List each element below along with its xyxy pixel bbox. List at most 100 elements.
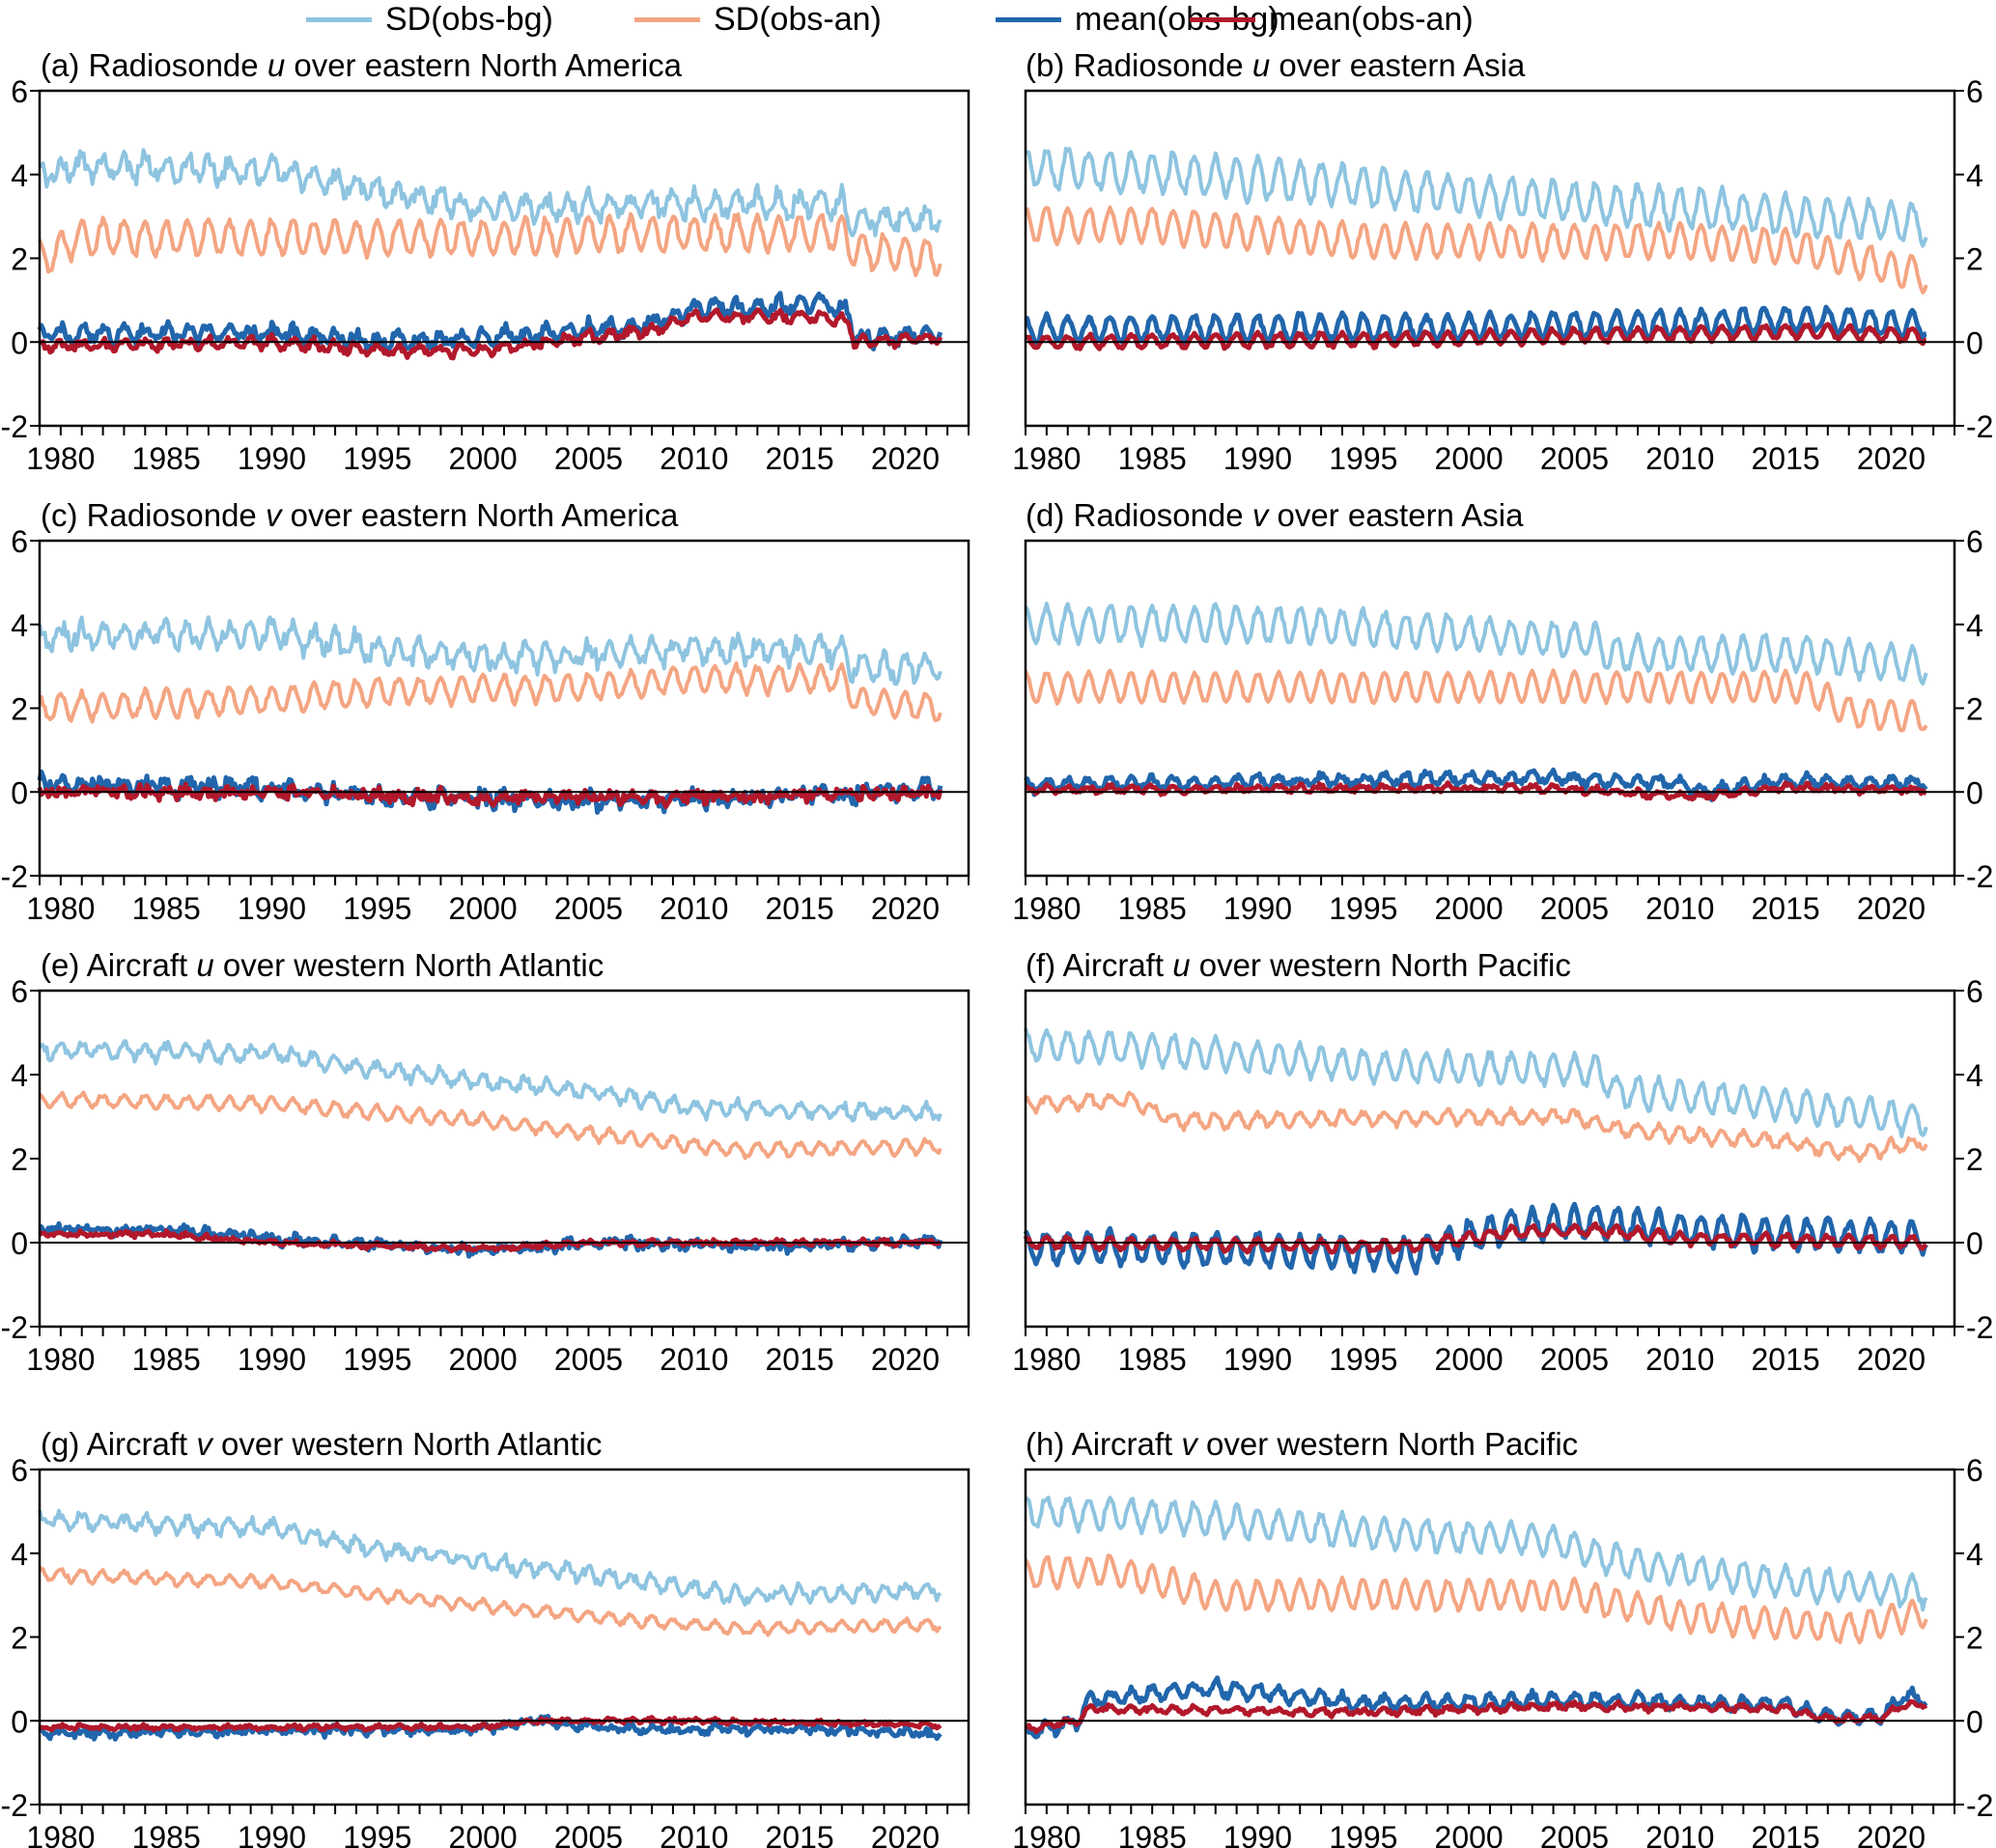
y-tick-label: 6 xyxy=(1966,1453,1983,1488)
x-tick-label: 2020 xyxy=(1857,1342,1926,1377)
y-tick-label: 4 xyxy=(1966,608,1983,643)
x-tick-label: 1980 xyxy=(26,1820,95,1848)
x-tick-label: 1990 xyxy=(238,1820,306,1848)
panel-title-f: (f) Aircraft u over western North Pacifi… xyxy=(1026,947,1571,983)
legend-swatch-sd-obs-an xyxy=(634,16,700,22)
x-tick-label: 2010 xyxy=(1645,891,1714,926)
series-sd-bg-d xyxy=(1024,602,1928,686)
x-tick-label: 2000 xyxy=(449,1342,518,1377)
x-tick-label: 2020 xyxy=(871,891,940,926)
plot-frame-f xyxy=(1024,989,1956,1329)
x-tick-label: 2005 xyxy=(1540,1820,1609,1848)
series-sd-bg-e xyxy=(38,1039,942,1123)
series-sd-an-h xyxy=(1024,1554,1928,1645)
x-tick-label: 1995 xyxy=(343,891,411,926)
x-tick-label: 2015 xyxy=(1751,891,1819,926)
y-tick-label: 4 xyxy=(11,1058,28,1093)
legend-label-mean-obs-an: mean(obs-an) xyxy=(1269,1,1474,38)
x-tick-label: 2000 xyxy=(1435,441,1504,476)
y-tick-label: 2 xyxy=(11,1142,28,1177)
legend-label-sd-obs-bg: SD(obs-bg) xyxy=(385,1,553,38)
series-sd-an-c xyxy=(39,660,942,724)
x-tick-label: 2020 xyxy=(871,441,940,476)
x-tick-label: 2005 xyxy=(554,441,623,476)
x-tick-label: 1980 xyxy=(1012,1820,1081,1848)
panel-title-d: (d) Radiosonde v over eastern Asia xyxy=(1026,497,1524,533)
x-tick-label: 2005 xyxy=(554,1342,623,1377)
x-tick-label: 2000 xyxy=(449,441,518,476)
x-tick-label: 2005 xyxy=(554,1820,623,1848)
x-tick-label: 2005 xyxy=(1540,891,1609,926)
series-mean-an-f xyxy=(1023,1220,1928,1255)
y-tick-label: 4 xyxy=(11,158,28,193)
x-tick-label: 1990 xyxy=(238,1342,306,1377)
y-tick-label: 0 xyxy=(1966,1226,1983,1261)
series-mean-an-b xyxy=(1025,322,1927,351)
y-tick-label: -2 xyxy=(1,1310,28,1345)
series-sd-an-a xyxy=(38,211,942,278)
x-tick-label: 1995 xyxy=(343,1820,411,1848)
legend-swatch-sd-obs-bg xyxy=(306,16,372,22)
panel-title-c: (c) Radiosonde v over eastern North Amer… xyxy=(41,497,679,533)
plot-frame-a xyxy=(38,89,970,428)
legend-item-mean-obs-an: mean(obs-an) xyxy=(1190,2,1474,37)
series-sd-bg-h xyxy=(1025,1496,1928,1612)
y-tick-label: 4 xyxy=(1966,1537,1983,1572)
series-sd-an-b xyxy=(1025,205,1928,294)
panel-b: 1980 1985 1990 1995 2000 2005 2010 2015 2020 -2 0 2… xyxy=(1012,74,1993,476)
x-tick-label: 1980 xyxy=(1012,891,1081,926)
x-tick-label: 1985 xyxy=(1118,1820,1187,1848)
y-tick-label: 2 xyxy=(11,692,28,727)
panel-title-a: (a) Radiosonde u over eastern North Amer… xyxy=(41,47,683,83)
series-sd-an-d xyxy=(1024,668,1928,733)
y-tick-label: 4 xyxy=(11,1537,28,1572)
legend-item-sd-obs-an: SD(obs-an) xyxy=(634,2,882,37)
y-tick-label: -2 xyxy=(1966,1310,1993,1345)
y-tick-label: 0 xyxy=(11,325,28,360)
x-tick-label: 1980 xyxy=(1012,1342,1081,1377)
series-sd-bg-c xyxy=(38,615,942,686)
x-tick-label: 1985 xyxy=(1118,891,1187,926)
x-tick-label: 2015 xyxy=(1751,441,1819,476)
x-tick-label: 1990 xyxy=(1223,1342,1292,1377)
x-tick-label: 2015 xyxy=(765,1820,833,1848)
x-tick-label: 2010 xyxy=(1645,1342,1714,1377)
legend-swatch-mean-obs-bg xyxy=(996,16,1061,22)
panel-a: 1980 1985 1990 1995 2000 2005 2010 2015 2020 -2 0 2… xyxy=(1,74,970,476)
y-tick-label: 0 xyxy=(1966,325,1983,360)
x-tick-label: 1990 xyxy=(1223,441,1292,476)
series-mean-an-g xyxy=(38,1715,942,1733)
x-tick-label: 1995 xyxy=(1329,891,1397,926)
x-tick-label: 1980 xyxy=(26,441,95,476)
y-tick-label: 2 xyxy=(11,242,28,277)
series-mean-an-d xyxy=(1024,780,1927,802)
y-tick-label: -2 xyxy=(1966,409,1993,444)
y-tick-label: -2 xyxy=(1,859,28,894)
legend-label-sd-obs-an: SD(obs-an) xyxy=(714,1,882,38)
series-mean-an-e xyxy=(38,1228,942,1254)
y-tick-label: 6 xyxy=(11,1453,28,1488)
x-tick-label: 1985 xyxy=(132,441,201,476)
x-tick-label: 2010 xyxy=(660,1342,728,1377)
x-tick-label: 2020 xyxy=(1857,1820,1926,1848)
x-tick-label: 1995 xyxy=(1329,441,1397,476)
y-tick-label: 6 xyxy=(1966,524,1983,559)
x-tick-label: 2020 xyxy=(1857,891,1926,926)
plot-frame-g xyxy=(38,1468,970,1806)
y-tick-label: 4 xyxy=(11,608,28,643)
y-tick-label: 6 xyxy=(11,974,28,1009)
x-tick-label: 1990 xyxy=(238,891,306,926)
series-sd-bg-g xyxy=(38,1508,942,1607)
x-tick-label: 2005 xyxy=(554,891,623,926)
x-tick-label: 2020 xyxy=(871,1820,940,1848)
x-tick-label: 1990 xyxy=(1223,891,1292,926)
x-tick-label: 2010 xyxy=(1645,441,1714,476)
x-tick-label: 2015 xyxy=(765,1342,833,1377)
y-tick-label: 4 xyxy=(1966,158,1983,193)
series-sd-an-f xyxy=(1024,1090,1928,1163)
y-tick-label: 2 xyxy=(1966,242,1983,277)
x-tick-label: 2000 xyxy=(449,891,518,926)
x-tick-label: 1995 xyxy=(1329,1342,1397,1377)
y-tick-label: 2 xyxy=(11,1621,28,1656)
